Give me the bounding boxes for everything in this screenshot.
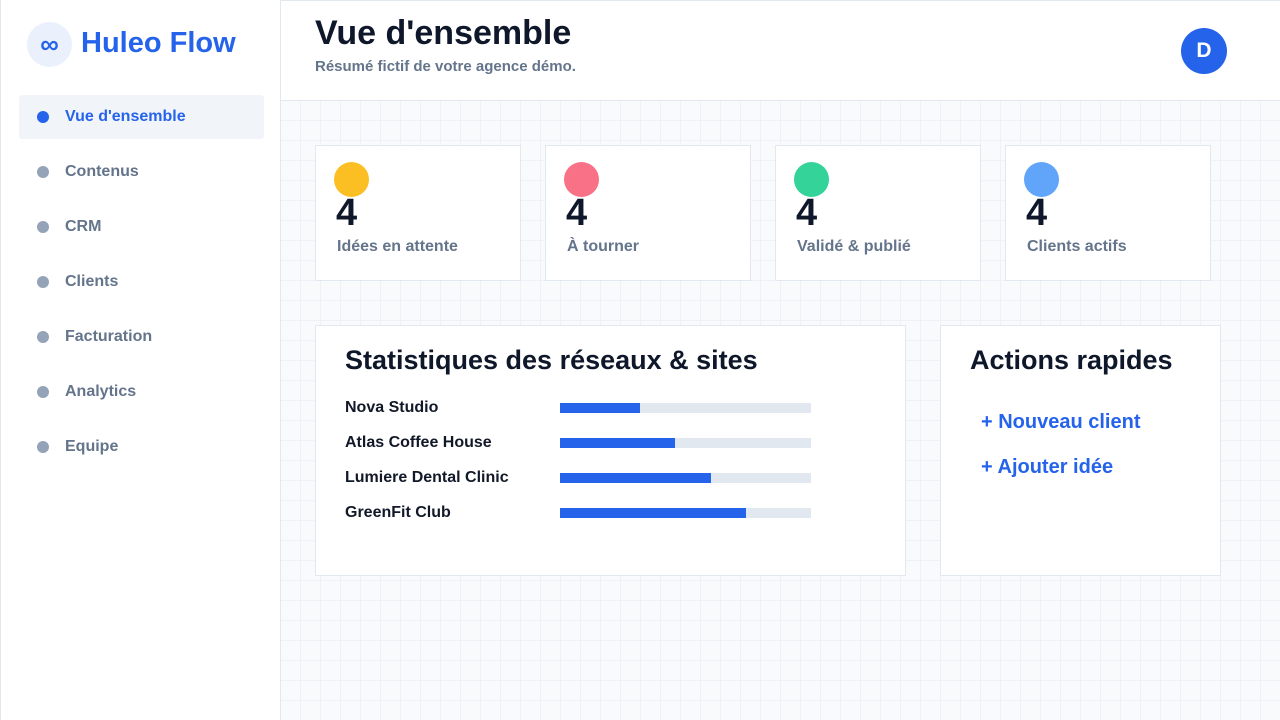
kpi-card: 4 Idées en attente	[315, 145, 521, 281]
action-link[interactable]: + Nouveau client	[981, 411, 1141, 433]
sidebar: ∞ Huleo Flow Vue d'ensemble Contenus CRM Cl…	[0, 0, 281, 720]
bar	[560, 403, 641, 413]
page-title: Vue d'ensemble	[315, 14, 572, 52]
page-subtitle: Résumé fictif de votre agence démo.	[315, 58, 576, 75]
kpi-label: Clients actifs	[1027, 238, 1127, 255]
row-name: Nova Studio	[345, 399, 439, 416]
row-name: Atlas Coffee House	[345, 434, 492, 451]
header: Vue d'ensemble Résumé fictif de votre ag…	[281, 0, 1280, 101]
logo: ∞	[27, 22, 72, 67]
kpi-icon	[1024, 162, 1059, 197]
actions-panel: Actions rapides + Nouveau client + Ajoute…	[940, 325, 1221, 576]
kpi-card: 4 À tourner	[545, 145, 751, 281]
nav-item[interactable]: Facturation	[19, 315, 264, 359]
nav-label: Clients	[65, 273, 119, 290]
nav-item[interactable]: Clients	[19, 260, 264, 304]
kpi-label: Validé & publié	[797, 238, 911, 255]
kpi-icon	[334, 162, 369, 197]
kpi-label: Idées en attente	[337, 238, 458, 255]
nav-dot	[37, 276, 49, 288]
nav-dot	[37, 221, 49, 233]
nav-label: Equipe	[65, 438, 119, 455]
row-name: Lumiere Dental Clinic	[345, 469, 509, 486]
bar	[560, 438, 676, 448]
nav-label: Analytics	[65, 383, 137, 400]
bar-track	[560, 473, 811, 483]
nav-dot	[37, 111, 49, 123]
nav-dot	[37, 166, 49, 178]
kpi-card: 4 Validé & publié	[775, 145, 981, 281]
bar-track	[560, 508, 811, 518]
kpi-value: 4	[1026, 192, 1048, 234]
nav-item[interactable]: Contenus	[19, 150, 264, 194]
avatar[interactable]: D	[1181, 28, 1227, 74]
kpi-icon	[794, 162, 829, 197]
brand-name: Huleo Flow	[81, 27, 236, 59]
bar-track	[560, 438, 811, 448]
stats-panel: Statistiques des réseaux & sites Nova St…	[315, 325, 906, 576]
nav-dot	[37, 441, 49, 453]
nav-dot	[37, 331, 49, 343]
kpi-icon	[564, 162, 599, 197]
kpi-value: 4	[566, 192, 588, 234]
nav-item[interactable]: CRM	[19, 205, 264, 249]
nav-label: Vue d'ensemble	[65, 108, 186, 125]
nav-item[interactable]: Equipe	[19, 425, 264, 469]
nav-item[interactable]: Vue d'ensemble	[19, 95, 264, 139]
bar	[560, 473, 711, 483]
panel-title: Actions rapides	[970, 345, 1173, 375]
nav-label: Facturation	[65, 328, 153, 345]
row-name: GreenFit Club	[345, 504, 451, 521]
kpi-value: 4	[336, 192, 358, 234]
nav-label: Contenus	[65, 163, 139, 180]
action-link[interactable]: + Ajouter idée	[981, 456, 1114, 478]
bar	[560, 508, 746, 518]
nav-label: CRM	[65, 218, 102, 235]
kpi-label: À tourner	[567, 238, 639, 255]
nav-dot	[37, 386, 49, 398]
bar-track	[560, 403, 811, 413]
nav-item[interactable]: Analytics	[19, 370, 264, 414]
kpi-card: 4 Clients actifs	[1005, 145, 1211, 281]
kpi-value: 4	[796, 192, 818, 234]
panel-title: Statistiques des réseaux & sites	[345, 345, 758, 375]
